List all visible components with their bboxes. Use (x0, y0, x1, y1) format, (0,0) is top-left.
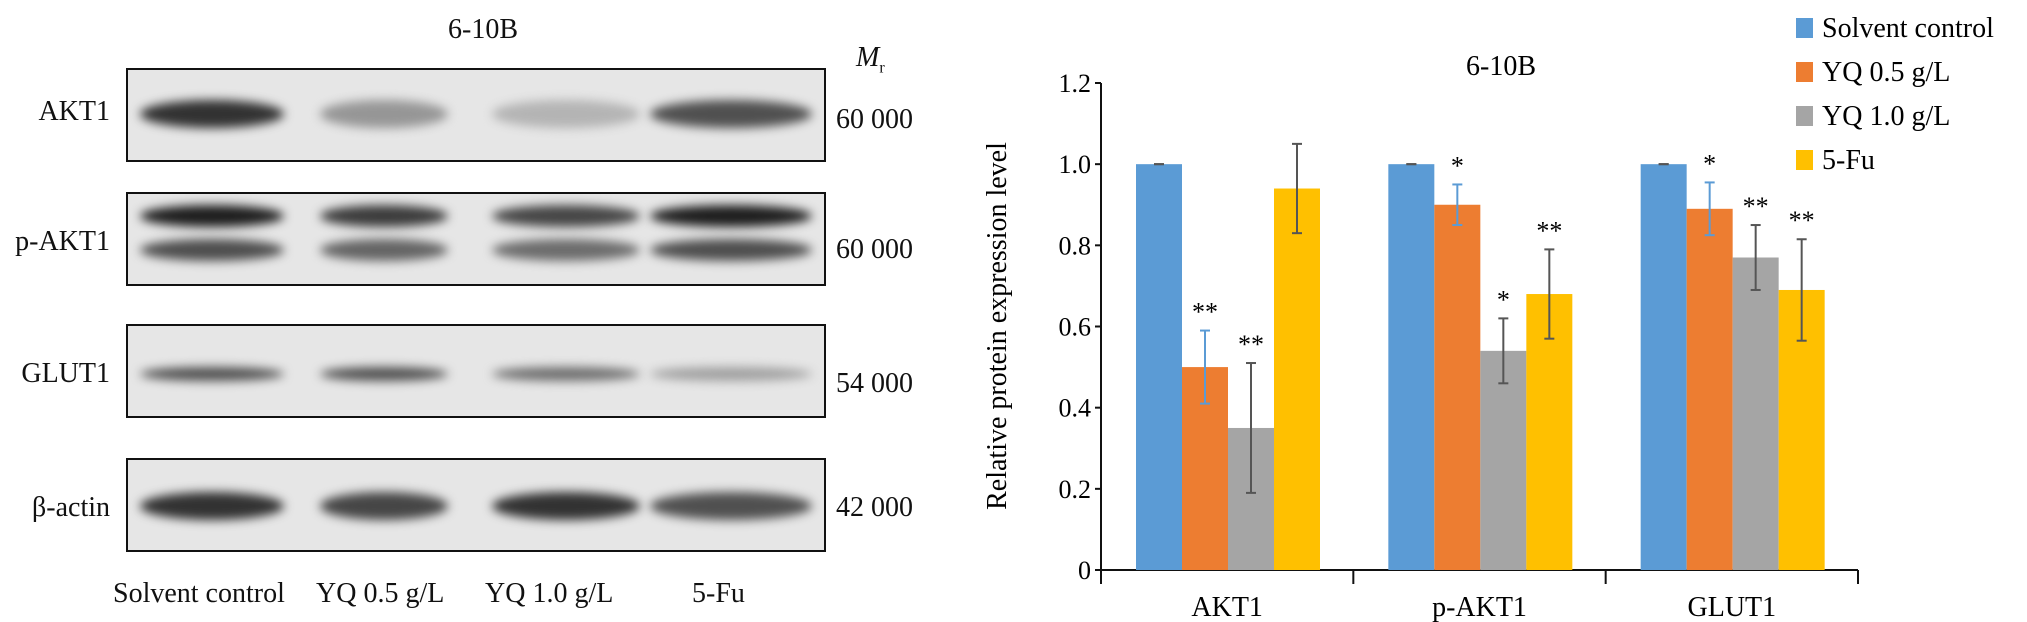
blot-band (492, 239, 640, 261)
significance-label: ** (1192, 298, 1218, 327)
x-tick-label: AKT1 (1191, 592, 1263, 622)
legend-swatch (1796, 62, 1813, 82)
significance-label: ** (1536, 216, 1562, 245)
bar (1434, 204, 1481, 570)
blot-panel-p-akt1 (126, 192, 826, 286)
blot-panel-akt1 (126, 68, 826, 162)
mw-glut1: 54 000 (836, 368, 913, 399)
blot-title: 6-10B (448, 14, 518, 45)
significance-label: ** (1238, 330, 1264, 359)
mw-beta-actin: 42 000 (836, 492, 913, 523)
blot-band (650, 492, 812, 520)
blot-band (140, 367, 284, 381)
bar (1274, 188, 1320, 570)
x-tick-label: GLUT1 (1688, 592, 1777, 622)
y-tick-label: 0.8 (1059, 231, 1092, 260)
legend-swatch (1796, 18, 1813, 38)
mr-label: Mr (856, 44, 885, 77)
row-label-beta-actin: β-actin (32, 492, 110, 523)
chart-title: 6-10B (1466, 51, 1536, 82)
bar (1640, 164, 1687, 570)
bar (1526, 294, 1573, 570)
significance-label: * (1451, 151, 1464, 180)
y-axis-label: Relative protein expression level (982, 142, 1013, 510)
significance-label: ** (1743, 192, 1769, 221)
bar (1480, 350, 1527, 570)
legend-label: 5-Fu (1822, 145, 1875, 176)
blot-band (650, 239, 812, 261)
y-tick-label: 0.6 (1059, 313, 1092, 342)
significance-label: * (1703, 149, 1716, 178)
mr-label-text: M (856, 42, 880, 73)
y-tick-label: 0.4 (1059, 394, 1092, 423)
bar (1388, 164, 1435, 570)
blot-band (140, 492, 284, 520)
y-tick-label: 0.2 (1059, 475, 1092, 504)
y-tick-label: 1.0 (1059, 150, 1092, 179)
blot-panel-glut1 (126, 324, 826, 418)
blot-band (650, 367, 812, 381)
legend-swatch (1796, 106, 1813, 126)
blot-band (492, 492, 640, 520)
row-label-akt1: AKT1 (38, 96, 110, 127)
lane-label-yq-1-0: YQ 1.0 g/L (485, 578, 614, 609)
blot-band (492, 205, 640, 227)
blot-band (320, 367, 448, 381)
x-tick-label: p-AKT1 (1432, 592, 1527, 622)
y-tick-label: 0 (1078, 556, 1091, 585)
row-label-glut1: GLUT1 (21, 358, 110, 389)
row-label-p-akt1: p-AKT1 (15, 226, 110, 257)
y-tick-label: 1.2 (1059, 69, 1092, 98)
bar (1686, 208, 1733, 570)
legend-label: YQ 1.0 g/L (1822, 101, 1950, 132)
blot-band (320, 205, 448, 227)
blot-band (320, 100, 448, 128)
mw-akt1: 60 000 (836, 104, 913, 135)
blot-band (320, 239, 448, 261)
significance-label: * (1497, 285, 1510, 314)
blot-band (492, 100, 640, 128)
bar (1136, 164, 1182, 570)
blot-band (650, 100, 812, 128)
lane-label-solvent-control: Solvent control (113, 578, 285, 609)
significance-label: ** (1789, 206, 1815, 235)
mr-subscript: r (879, 59, 885, 77)
legend-label: YQ 0.5 g/L (1822, 57, 1950, 88)
blot-band (140, 239, 284, 261)
blot-band (140, 100, 284, 128)
lane-label-5-fu: 5-Fu (692, 578, 745, 609)
mw-p-akt1: 60 000 (836, 234, 913, 265)
legend-label: Solvent control (1822, 13, 1994, 44)
blot-band (140, 205, 284, 227)
bar (1732, 257, 1779, 570)
legend-swatch (1796, 150, 1813, 170)
blot-band (650, 205, 812, 227)
blot-band (320, 492, 448, 520)
blot-panel-beta-actin (126, 458, 826, 552)
lane-label-yq-0-5: YQ 0.5 g/L (316, 578, 445, 609)
blot-band (492, 367, 640, 381)
